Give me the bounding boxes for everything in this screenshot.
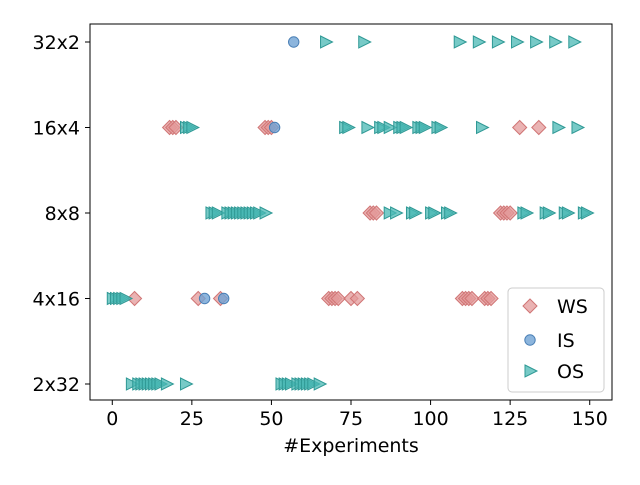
data-point-ws — [349, 290, 366, 307]
legend-marker-is — [524, 334, 536, 346]
x-tick-label: 0 — [106, 408, 118, 430]
data-point-os — [358, 35, 372, 49]
data-point-os — [179, 377, 194, 391]
data-point-ws — [464, 290, 480, 307]
data-point-os — [568, 35, 582, 49]
legend-label-ws: WS — [557, 296, 588, 318]
data-point-os — [491, 35, 506, 49]
x-tick-label: 25 — [180, 408, 204, 430]
data-point-is — [217, 292, 230, 305]
data-point-os — [418, 120, 433, 135]
x-tick-label: 50 — [259, 408, 283, 430]
data-point-ws — [483, 290, 499, 307]
data-point-ws — [531, 119, 547, 136]
legend-box — [507, 287, 605, 393]
marks-layer — [106, 35, 595, 391]
data-point-os — [453, 35, 468, 49]
y-axis: 2x32 4x16 8x8 16x4 32x2 — [32, 32, 90, 396]
x-tick-label: 125 — [492, 408, 528, 430]
legend-label-is: IS — [557, 330, 575, 352]
data-point-os — [320, 35, 334, 49]
data-point-os — [549, 35, 563, 49]
data-point-os — [511, 35, 525, 49]
data-point-os — [530, 35, 544, 49]
y-tick-label: 16x4 — [32, 118, 80, 140]
data-point-os — [361, 120, 376, 135]
legend-marker-ws — [522, 298, 538, 314]
legend: WS IS OS — [507, 287, 605, 393]
data-point-os — [313, 377, 328, 391]
data-point-os — [542, 206, 557, 220]
series-os — [106, 35, 595, 391]
data-point-os — [476, 120, 490, 135]
data-point-os — [571, 120, 586, 135]
data-point-is — [198, 292, 211, 305]
y-tick-label: 4x16 — [32, 289, 80, 311]
data-point-os — [444, 206, 458, 220]
legend-marker-os — [524, 364, 539, 378]
data-point-os — [552, 120, 567, 135]
data-point-os — [211, 206, 226, 220]
data-point-os — [561, 206, 576, 220]
data-point-os — [390, 206, 404, 220]
data-point-is — [288, 36, 300, 48]
y-tick-label: 8x8 — [45, 203, 80, 225]
x-axis-label: #Experiments — [283, 435, 419, 457]
data-point-is — [268, 121, 281, 134]
data-point-os — [520, 206, 535, 220]
data-point-ws — [511, 119, 528, 136]
legend-label-os: OS — [557, 361, 584, 383]
data-point-ws — [330, 290, 346, 307]
data-point-os — [160, 377, 175, 391]
x-tick-label: 100 — [412, 408, 448, 430]
data-point-ws — [126, 290, 143, 307]
data-point-ws — [502, 205, 518, 221]
series-is — [198, 36, 300, 305]
data-point-os — [428, 206, 442, 220]
data-point-os — [383, 120, 398, 135]
data-point-os — [409, 206, 423, 220]
data-point-os — [259, 206, 274, 220]
data-point-os — [581, 206, 595, 220]
series-ws — [126, 119, 547, 307]
y-tick-label: 2x32 — [32, 374, 80, 396]
data-point-ws — [368, 205, 385, 221]
y-tick-label: 32x2 — [32, 32, 80, 54]
data-point-os — [119, 291, 134, 306]
data-point-os — [342, 120, 356, 135]
data-point-os — [399, 120, 414, 135]
data-point-os — [472, 35, 487, 49]
data-point-os — [186, 120, 200, 135]
x-tick-label: 150 — [572, 408, 608, 430]
x-tick-label: 75 — [339, 408, 363, 430]
x-axis: 0 25 50 75 100 125 150 — [106, 400, 608, 430]
data-point-os — [434, 120, 449, 135]
